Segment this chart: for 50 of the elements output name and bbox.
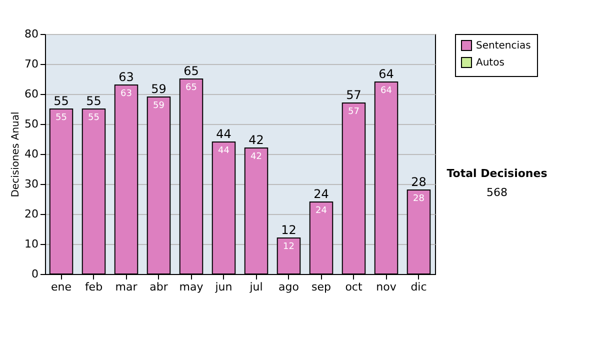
data-label: 42 xyxy=(250,152,262,162)
y-tick-label: 0 xyxy=(32,268,38,280)
total-label: 55 xyxy=(54,94,69,108)
data-label: 12 xyxy=(283,242,294,252)
y-tick-label: 20 xyxy=(24,208,38,220)
y-tick-label: 80 xyxy=(24,28,38,40)
total-label: 24 xyxy=(314,187,329,201)
y-tick-label: 60 xyxy=(24,88,38,100)
x-tick-label: abr xyxy=(150,280,168,294)
total-label: 64 xyxy=(378,67,394,81)
data-label: 28 xyxy=(413,194,425,204)
total-label: 28 xyxy=(411,175,426,189)
data-label: 57 xyxy=(348,107,360,117)
total-label: 63 xyxy=(118,70,134,84)
total-label: 65 xyxy=(184,64,199,78)
x-tick-label: ago xyxy=(278,280,300,294)
y-axis-title: Decisiones Anual xyxy=(10,112,22,198)
x-tick-label: nov xyxy=(376,280,397,294)
y-tick-label: 30 xyxy=(24,178,38,190)
x-tick-label: sep xyxy=(312,280,332,294)
data-label: 64 xyxy=(380,86,392,96)
data-label: 59 xyxy=(153,101,165,111)
data-label: 55 xyxy=(88,113,100,123)
x-tick-label: dic xyxy=(410,280,427,294)
data-label: 63 xyxy=(120,89,132,99)
data-label: 44 xyxy=(218,146,230,156)
y-tick-label: 40 xyxy=(24,148,38,160)
total-label: 44 xyxy=(216,127,232,141)
y-tick-label: 10 xyxy=(24,238,38,250)
legend-label: Autos xyxy=(476,58,504,68)
text: Total Decisiones xyxy=(446,167,548,180)
total-label: 59 xyxy=(151,82,166,96)
x-tick-label: jun xyxy=(214,280,232,294)
x-tick-label: oct xyxy=(345,280,363,294)
x-tick-label: mar xyxy=(115,280,138,294)
total-label: 12 xyxy=(281,223,296,237)
y-tick-label: 50 xyxy=(24,118,38,130)
legend-label: Sentencias xyxy=(476,40,531,52)
x-tick-label: ene xyxy=(50,280,72,294)
data-label: 55 xyxy=(56,113,67,123)
total-label: 57 xyxy=(346,88,362,102)
data-label: 65 xyxy=(186,83,197,93)
x-tick-label: feb xyxy=(84,280,103,294)
x-tick-label: may xyxy=(179,280,204,294)
x-tick-label: jul xyxy=(248,280,263,294)
y-tick-label: 70 xyxy=(24,58,38,70)
total-label: 42 xyxy=(248,133,264,147)
total-label: 55 xyxy=(86,94,102,108)
data-label: 24 xyxy=(316,206,328,216)
text: 568 xyxy=(486,186,508,199)
